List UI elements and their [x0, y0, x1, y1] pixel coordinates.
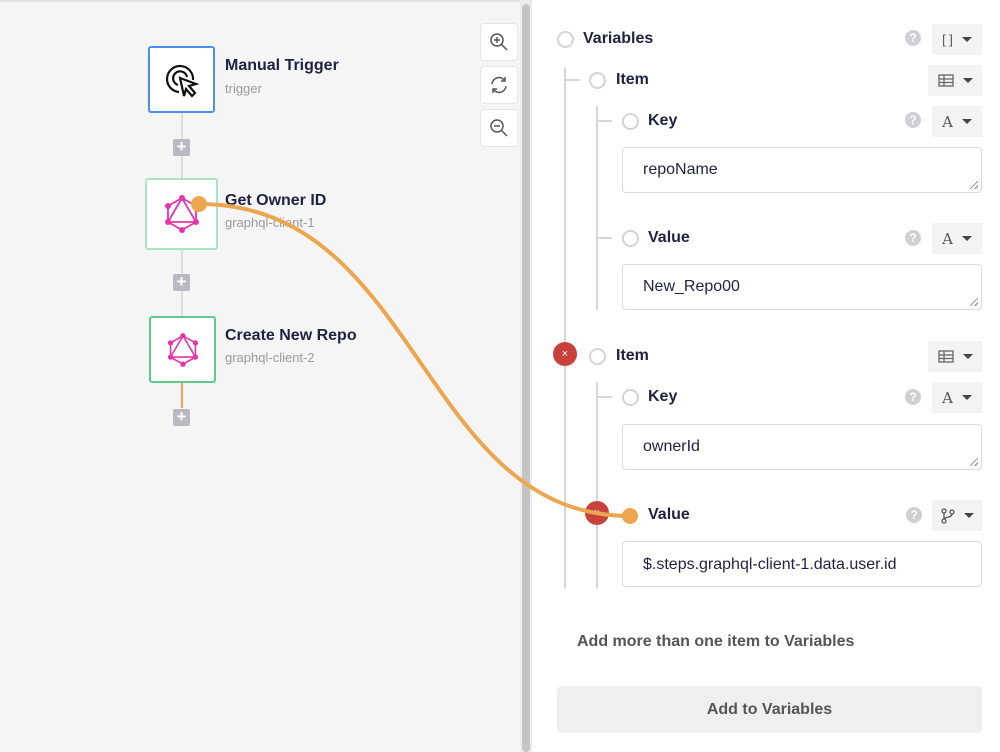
- remove-value-button[interactable]: ×: [585, 501, 609, 525]
- array-icon: [ ]: [942, 32, 953, 47]
- value-label: Value: [648, 506, 690, 523]
- zoom-out-button[interactable]: [480, 109, 518, 147]
- caret-down-icon: [961, 395, 972, 400]
- item-type-dropdown[interactable]: [928, 65, 982, 96]
- value-label: Value: [648, 229, 690, 246]
- resize-handle[interactable]: [970, 298, 978, 306]
- add-to-variables-button[interactable]: Add to Variables: [557, 686, 982, 733]
- tree-line: [598, 237, 612, 239]
- add-more-hint: Add more than one item to Variables: [577, 633, 855, 650]
- reset-view-button[interactable]: [480, 66, 518, 104]
- item-label: Item: [616, 71, 649, 88]
- key-textarea[interactable]: ownerId: [622, 424, 982, 470]
- tree-line: [596, 382, 598, 588]
- key-type-dropdown[interactable]: A: [932, 382, 982, 413]
- node-manual-trigger[interactable]: [148, 46, 215, 113]
- key-radio[interactable]: [622, 113, 639, 130]
- zoom-in-icon: [490, 33, 508, 51]
- node-subtitle: graphql-client-2: [225, 350, 315, 365]
- add-step-button[interactable]: +: [173, 408, 190, 426]
- text-type-icon: A: [942, 112, 953, 131]
- caret-down-icon: [961, 37, 972, 42]
- help-icon[interactable]: ?: [905, 389, 921, 405]
- refresh-icon: [491, 76, 507, 94]
- value-text: $.steps.graphql-client-1.data.user.id: [643, 556, 897, 573]
- text-type-icon: A: [942, 388, 953, 407]
- connector-line: [181, 382, 183, 408]
- type-dropdown[interactable]: [ ]: [932, 24, 982, 55]
- resize-handle[interactable]: [970, 458, 978, 466]
- branch-icon: [940, 507, 955, 524]
- add-step-button[interactable]: +: [173, 138, 190, 156]
- value-type-dropdown[interactable]: [932, 500, 982, 531]
- tree-line: [596, 106, 598, 310]
- node-create-new-repo[interactable]: [149, 316, 216, 383]
- key-label: Key: [648, 112, 678, 129]
- variables-label: Variables: [583, 30, 654, 47]
- value-input[interactable]: $.steps.graphql-client-1.data.user.id: [622, 541, 982, 587]
- caret-down-icon: [963, 513, 974, 518]
- resize-handle[interactable]: [970, 181, 978, 189]
- workflow-canvas[interactable]: [0, 0, 520, 752]
- scrollbar-thumb[interactable]: [522, 4, 530, 752]
- key-value: ownerId: [643, 438, 700, 455]
- node-title: Get Owner ID: [225, 192, 327, 209]
- node-subtitle: trigger: [225, 81, 262, 96]
- variables-radio[interactable]: [557, 31, 574, 48]
- caret-down-icon: [961, 119, 972, 124]
- item-radio[interactable]: [589, 72, 606, 89]
- zoom-in-button[interactable]: [480, 23, 518, 61]
- graphql-icon: [167, 332, 198, 367]
- tree-line: [566, 79, 580, 81]
- tree-line: [598, 120, 612, 122]
- item-type-dropdown[interactable]: [928, 341, 982, 372]
- caret-down-icon: [961, 236, 972, 241]
- add-step-button[interactable]: +: [173, 273, 190, 291]
- help-icon[interactable]: ?: [905, 30, 921, 46]
- key-textarea[interactable]: repoName: [622, 147, 982, 193]
- help-icon[interactable]: ?: [906, 507, 922, 523]
- caret-down-icon: [962, 354, 973, 359]
- help-icon[interactable]: ?: [905, 230, 921, 246]
- cursor-click-icon: [165, 64, 200, 98]
- value-radio[interactable]: [622, 230, 639, 247]
- value-textarea[interactable]: New_Repo00: [622, 264, 982, 310]
- table-icon: [937, 350, 954, 363]
- key-type-dropdown[interactable]: A: [932, 106, 982, 137]
- help-icon[interactable]: ?: [905, 112, 921, 128]
- key-radio[interactable]: [622, 389, 639, 406]
- text-type-icon: A: [942, 229, 953, 248]
- value-type-dropdown[interactable]: A: [932, 223, 982, 254]
- node-title: Create New Repo: [225, 327, 357, 344]
- value-text: New_Repo00: [643, 278, 740, 295]
- node-title: Manual Trigger: [225, 57, 339, 74]
- node-subtitle: graphql-client-1: [225, 215, 315, 230]
- key-label: Key: [648, 388, 678, 405]
- tree-line: [564, 68, 566, 588]
- tree-line: [598, 396, 612, 398]
- connection-end-handle: [622, 508, 638, 524]
- node-get-owner-id[interactable]: [145, 178, 218, 250]
- zoom-out-icon: [490, 119, 508, 137]
- item-label: Item: [616, 347, 649, 364]
- caret-down-icon: [962, 78, 973, 83]
- remove-item-button[interactable]: ×: [553, 342, 577, 366]
- item-radio[interactable]: [589, 348, 606, 365]
- key-value: repoName: [643, 161, 718, 178]
- table-icon: [937, 74, 954, 87]
- graphql-icon: [164, 195, 199, 233]
